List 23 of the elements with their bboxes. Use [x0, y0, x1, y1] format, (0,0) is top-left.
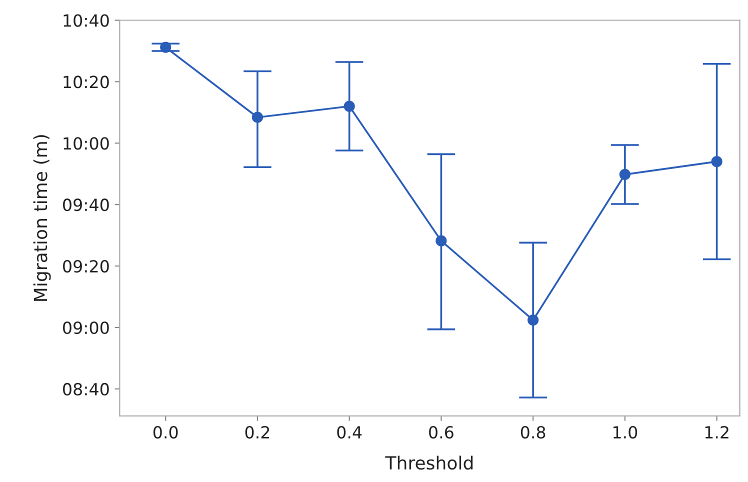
- point: [619, 168, 630, 180]
- y-tick-label: 10:00: [64, 137, 109, 150]
- y-tick-label: 08:40: [63, 382, 109, 396]
- x-tick-label: 0.6: [429, 426, 454, 439]
- y-tick-label: 09:40: [63, 198, 109, 212]
- point: [711, 156, 722, 168]
- y-tick-label: 09:00: [63, 321, 109, 334]
- point: [436, 235, 447, 246]
- y-axis-title: Migration time (m): [33, 135, 51, 301]
- x-tick-label: 0.4: [337, 426, 362, 439]
- point: [528, 314, 539, 326]
- x-tick-label: 1.2: [705, 426, 728, 438]
- point: [344, 100, 355, 112]
- point: [252, 112, 264, 123]
- x-tick-label: 1.0: [614, 426, 638, 439]
- x-tick-label: 0.2: [245, 426, 270, 439]
- x-tick-label: 0.0: [153, 426, 178, 439]
- x-axis-title: Threshold: [385, 456, 473, 470]
- y-tick-label: 10:20: [64, 76, 109, 88]
- point: [160, 42, 172, 53]
- y-tick-label: 09:20: [63, 260, 109, 273]
- y-tick-label: 10:40: [64, 14, 109, 27]
- x-tick-label: 0.8: [520, 426, 546, 439]
